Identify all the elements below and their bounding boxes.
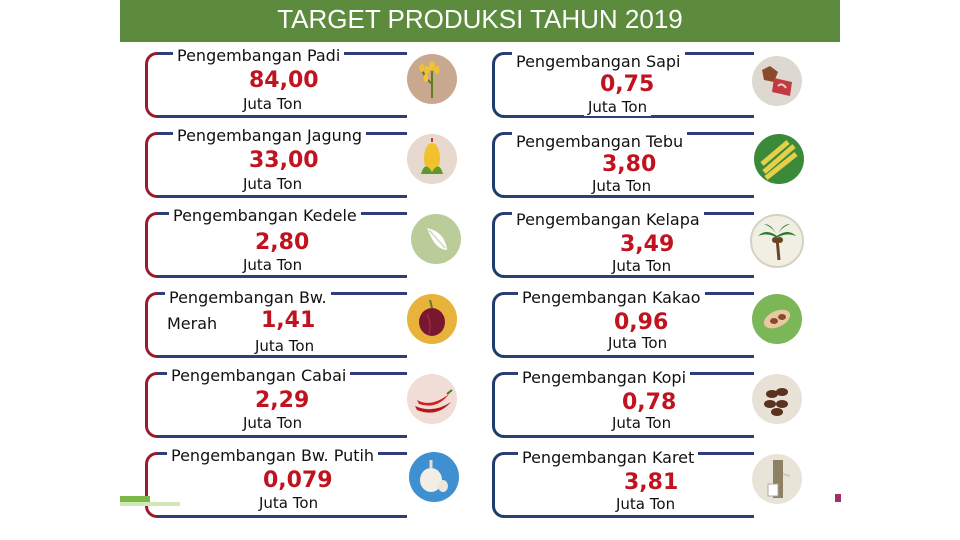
unit-label: Juta Ton — [588, 177, 656, 195]
divider — [504, 115, 754, 118]
card-bw-putih: Pengembangan Bw. Putih 0,079 Juta Ton — [145, 442, 470, 518]
coconut-icon — [750, 214, 804, 268]
divider — [157, 355, 407, 358]
divider — [504, 515, 754, 518]
divider — [157, 435, 407, 438]
commodity-label-line2: Merah — [165, 314, 220, 333]
commodity-label: Pengembangan Bw. Putih — [167, 446, 379, 465]
cocoa-icon — [752, 294, 802, 344]
commodity-label: Pengembangan Jagung — [173, 126, 367, 145]
decorative-strip — [120, 496, 150, 504]
sugarcane-icon — [754, 134, 804, 184]
target-value: 2,80 — [251, 230, 314, 255]
target-value: 84,00 — [245, 68, 323, 93]
chili-icon — [407, 374, 457, 424]
beef-icon — [752, 56, 802, 106]
divider — [157, 515, 407, 518]
bracket — [145, 212, 171, 278]
commodity-label: Pengembangan Tebu — [512, 132, 688, 151]
commodity-label: Pengembangan Cabai — [167, 366, 351, 385]
card-kedele: Pengembangan Kedele 2,80 Juta Ton — [145, 202, 470, 278]
commodity-label: Pengembangan Kelapa — [512, 210, 704, 229]
target-value: 2,29 — [251, 388, 314, 413]
unit-label: Juta Ton — [608, 414, 676, 432]
unit-label: Juta Ton — [239, 414, 307, 432]
soybean-icon — [411, 214, 461, 264]
commodity-label: Pengembangan Sapi — [512, 52, 685, 71]
bracket — [145, 52, 171, 118]
card-kelapa: Pengembangan Kelapa 3,49 Juta Ton — [492, 202, 817, 278]
target-value: 3,81 — [620, 470, 683, 495]
commodity-label: Pengembangan Kedele — [169, 206, 361, 225]
rubber-icon — [752, 454, 802, 504]
target-value: 0,079 — [259, 468, 337, 493]
divider — [504, 195, 754, 198]
unit-label: Juta Ton — [584, 98, 652, 116]
unit-label: Juta Ton — [239, 95, 307, 113]
card-jagung: Pengembangan Jagung 33,00 Juta Ton — [145, 122, 470, 198]
unit-label: Juta Ton — [239, 256, 307, 274]
commodity-label: Pengembangan Karet — [518, 448, 699, 467]
commodity-label: Pengembangan Kakao — [518, 288, 705, 307]
garlic-icon — [409, 452, 459, 502]
rice-icon — [407, 54, 457, 104]
divider — [157, 115, 407, 118]
shallot-icon — [407, 294, 457, 344]
card-cabai: Pengembangan Cabai 2,29 Juta Ton — [145, 362, 470, 438]
divider — [504, 435, 754, 438]
unit-label: Juta Ton — [251, 337, 319, 355]
divider — [157, 275, 407, 278]
target-value: 0,78 — [618, 390, 681, 415]
commodity-label: Pengembangan Kopi — [518, 368, 691, 387]
card-kakao: Pengembangan Kakao 0,96 Juta Ton — [492, 282, 817, 358]
card-bw-merah: Pengembangan Bw. Merah 1,41 Juta Ton — [145, 282, 470, 358]
bracket — [492, 452, 518, 518]
unit-label: Juta Ton — [612, 495, 680, 513]
target-value: 1,41 — [257, 308, 320, 333]
divider — [504, 355, 754, 358]
card-padi: Pengembangan Padi 84,00 Juta Ton — [145, 42, 470, 118]
bracket — [145, 132, 171, 198]
unit-label: Juta Ton — [604, 334, 672, 352]
target-value: 3,80 — [598, 152, 661, 177]
commodity-label: Pengembangan Padi — [173, 46, 345, 65]
unit-label: Juta Ton — [255, 494, 323, 512]
decorative-mark — [835, 494, 841, 502]
header-bar: TARGET PRODUKSI TAHUN 2019 — [120, 0, 840, 42]
decorative-strip — [120, 502, 180, 506]
card-sapi: Pengembangan Sapi 0,75 Juta Ton — [492, 42, 817, 118]
target-value: 3,49 — [616, 232, 679, 257]
coffee-icon — [752, 374, 802, 424]
commodity-label: Pengembangan Bw. — [165, 288, 331, 307]
corn-icon — [407, 134, 457, 184]
page-title: TARGET PRODUKSI TAHUN 2019 — [277, 4, 683, 34]
divider — [157, 195, 407, 198]
unit-label: Juta Ton — [608, 257, 676, 275]
bracket — [492, 292, 518, 358]
card-kopi: Pengembangan Kopi 0,78 Juta Ton — [492, 362, 817, 438]
card-tebu: Pengembangan Tebu 3,80 Juta Ton — [492, 122, 817, 198]
divider — [504, 275, 754, 278]
bracket — [492, 372, 518, 438]
target-value: 0,96 — [610, 310, 673, 335]
target-value: 0,75 — [596, 72, 659, 97]
unit-label: Juta Ton — [239, 175, 307, 193]
target-value: 33,00 — [245, 148, 323, 173]
card-karet: Pengembangan Karet 3,81 Juta Ton — [492, 442, 817, 518]
